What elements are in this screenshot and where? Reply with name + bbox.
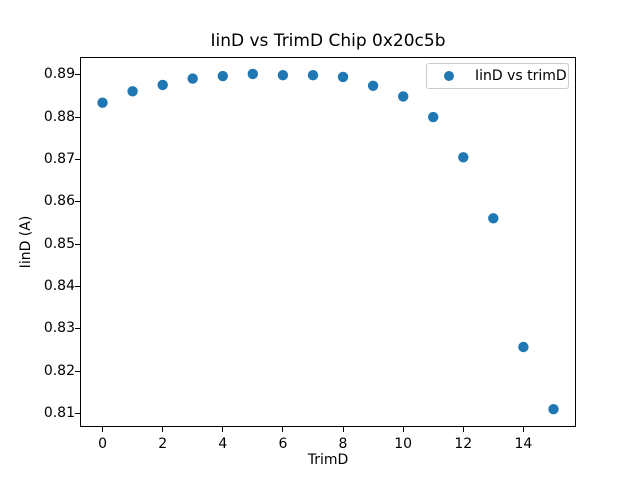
x-tick-label: 10 xyxy=(394,436,413,452)
data-point xyxy=(398,91,409,102)
data-point xyxy=(548,404,559,415)
data-point xyxy=(247,68,258,80)
data-point xyxy=(488,213,499,224)
y-tick-label: 0.88 xyxy=(43,108,75,125)
y-tick-label: 0.85 xyxy=(43,235,75,252)
data-point xyxy=(307,70,319,81)
legend-marker-icon xyxy=(444,71,454,81)
x-tick-label: 6 xyxy=(278,436,288,452)
y-tick-label: 0.83 xyxy=(43,320,75,337)
x-tick-mark xyxy=(462,427,464,432)
data-point xyxy=(157,79,168,91)
x-tick-label: 2 xyxy=(158,436,168,452)
data-point xyxy=(187,73,198,84)
x-tick-label: 0 xyxy=(98,436,107,452)
data-point xyxy=(277,70,289,81)
y-tick-label: 0.86 xyxy=(43,193,75,210)
y-tick-mark xyxy=(75,74,80,76)
x-tick-label: 12 xyxy=(454,436,473,452)
y-tick-mark xyxy=(75,328,80,330)
x-tick-mark xyxy=(522,427,524,432)
x-tick-mark xyxy=(222,427,224,432)
y-tick-label: 0.89 xyxy=(43,66,75,83)
data-point xyxy=(97,97,108,108)
legend-label: IinD vs trimD xyxy=(475,68,567,84)
y-tick-mark xyxy=(75,158,80,160)
y-tick-mark xyxy=(75,243,80,245)
x-tick-label: 8 xyxy=(338,436,348,452)
data-point xyxy=(458,152,469,163)
y-tick-label: 0.82 xyxy=(43,362,75,379)
x-tick-mark xyxy=(102,427,104,432)
y-tick-mark xyxy=(75,285,80,287)
y-tick-mark xyxy=(75,412,80,414)
chart-title: IinD vs TrimD Chip 0x20c5b xyxy=(210,31,446,51)
data-point xyxy=(337,71,349,83)
x-tick-mark xyxy=(282,427,284,432)
legend: IinD vs trimD xyxy=(426,63,569,89)
y-tick-mark xyxy=(75,370,80,372)
y-tick-label: 0.87 xyxy=(43,150,75,167)
x-tick-mark xyxy=(342,427,344,432)
y-tick-mark xyxy=(75,116,80,118)
data-point xyxy=(518,341,529,353)
data-point xyxy=(127,86,138,97)
x-tick-label: 4 xyxy=(218,436,228,452)
x-axis-label: TrimD xyxy=(307,452,349,468)
data-point xyxy=(428,111,439,123)
data-point xyxy=(217,70,228,82)
y-tick-mark xyxy=(75,201,80,203)
data-point xyxy=(367,80,379,92)
y-tick-label: 0.84 xyxy=(43,277,75,294)
plot-area xyxy=(80,57,576,427)
x-tick-label: 14 xyxy=(514,436,533,452)
x-tick-mark xyxy=(402,427,404,432)
x-tick-mark xyxy=(162,427,164,432)
y-tick-label: 0.81 xyxy=(43,404,75,421)
